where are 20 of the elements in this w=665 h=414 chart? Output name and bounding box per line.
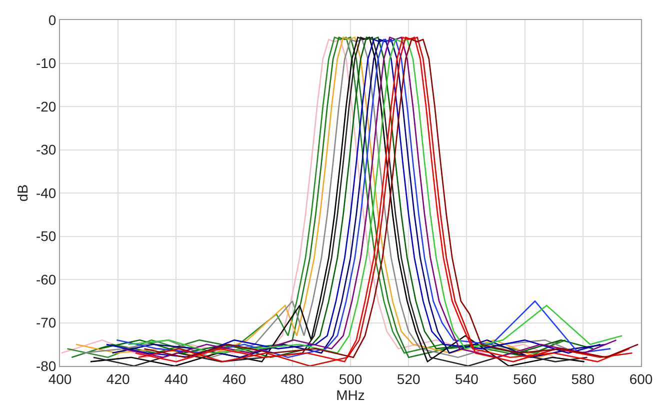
x-tick-label: 600 [629, 370, 653, 387]
x-tick-label: 520 [396, 370, 420, 387]
y-tick-label: -40 [36, 184, 56, 201]
x-tick-label: 580 [571, 370, 595, 387]
y-axis-title: dB [14, 184, 31, 202]
y-tick-label: -50 [36, 228, 56, 244]
x-tick-label: 420 [106, 370, 130, 387]
y-tick-label: -30 [36, 142, 56, 158]
y-tick-label: 0 [48, 12, 56, 28]
y-tick-label: -10 [36, 55, 56, 72]
y-tick-label: -70 [36, 314, 56, 331]
x-tick-label: 500 [338, 370, 362, 387]
x-tick-label: 560 [513, 370, 537, 387]
x-tick-label: 460 [222, 370, 246, 387]
x-tick-label: 480 [280, 370, 304, 387]
y-tick-label: -60 [36, 271, 56, 288]
x-axis-title: MHz [336, 386, 365, 403]
x-tick-label: 440 [164, 370, 188, 387]
y-tick-label: -20 [36, 98, 56, 114]
x-tick-label: 540 [455, 370, 479, 387]
